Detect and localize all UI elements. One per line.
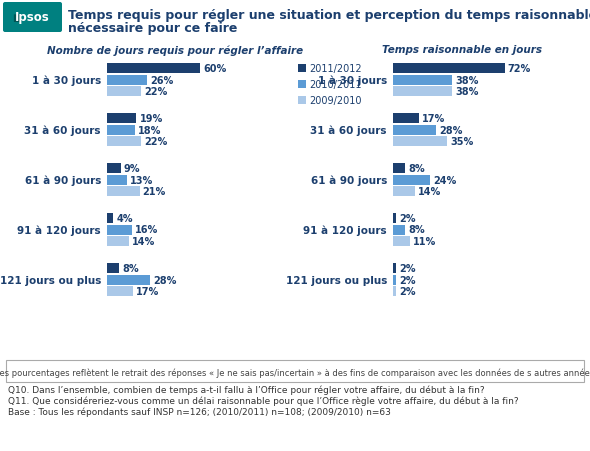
Text: 91 à 120 jours: 91 à 120 jours bbox=[303, 225, 387, 235]
Text: 2011/2012: 2011/2012 bbox=[309, 64, 362, 74]
Bar bbox=[393, 125, 437, 135]
Text: 2%: 2% bbox=[399, 263, 415, 273]
Bar bbox=[107, 75, 148, 85]
Bar bbox=[393, 286, 396, 296]
Text: 22%: 22% bbox=[144, 87, 168, 97]
Bar bbox=[107, 164, 121, 174]
Text: Temps raisonnable en jours: Temps raisonnable en jours bbox=[382, 45, 542, 55]
Bar bbox=[393, 213, 396, 224]
Text: 121 jours ou plus: 121 jours ou plus bbox=[286, 275, 387, 285]
Text: 22%: 22% bbox=[144, 137, 168, 147]
Text: 121 jours ou plus: 121 jours ou plus bbox=[0, 275, 101, 285]
Bar bbox=[298, 97, 306, 105]
Text: 11%: 11% bbox=[413, 236, 436, 246]
Bar bbox=[107, 263, 119, 273]
Text: 21%: 21% bbox=[143, 187, 166, 197]
Text: Q11. Que considéreriez-vous comme un délai raisonnable pour que l’Office règle v: Q11. Que considéreriez-vous comme un dél… bbox=[8, 396, 519, 405]
Bar bbox=[393, 263, 396, 273]
Text: ■: ■ bbox=[12, 13, 22, 23]
Bar bbox=[107, 225, 132, 235]
Bar bbox=[107, 87, 141, 97]
Text: 2%: 2% bbox=[399, 275, 415, 285]
Text: 8%: 8% bbox=[122, 263, 139, 273]
Text: 17%: 17% bbox=[136, 286, 160, 296]
Bar bbox=[393, 87, 452, 97]
Bar bbox=[393, 137, 447, 147]
Text: 61 à 90 jours: 61 à 90 jours bbox=[310, 175, 387, 185]
Bar bbox=[107, 286, 133, 296]
Text: 13%: 13% bbox=[130, 175, 153, 185]
Text: 61 à 90 jours: 61 à 90 jours bbox=[25, 175, 101, 185]
Text: 31 à 60 jours: 31 à 60 jours bbox=[310, 125, 387, 135]
Bar bbox=[107, 175, 127, 185]
Text: Temps requis pour régler une situation et perception du temps raisonnable: Temps requis pour régler une situation e… bbox=[68, 9, 590, 22]
Text: 8%: 8% bbox=[408, 164, 425, 174]
Text: 60%: 60% bbox=[203, 64, 226, 74]
Text: 14%: 14% bbox=[418, 187, 441, 197]
Bar bbox=[107, 236, 129, 246]
Bar bbox=[393, 175, 430, 185]
Text: 16%: 16% bbox=[135, 225, 158, 235]
Text: 35%: 35% bbox=[450, 137, 474, 147]
Text: nécessaire pour ce faire: nécessaire pour ce faire bbox=[68, 22, 237, 35]
FancyBboxPatch shape bbox=[3, 3, 62, 33]
Text: 18%: 18% bbox=[138, 125, 161, 135]
Text: Les pourcentages reflètent le retrait des réponses « Je ne sais pas/incertain » : Les pourcentages reflètent le retrait de… bbox=[0, 368, 590, 377]
Text: 2010/2011: 2010/2011 bbox=[309, 80, 362, 90]
Text: 38%: 38% bbox=[455, 87, 478, 97]
Text: 91 à 120 jours: 91 à 120 jours bbox=[17, 225, 101, 235]
Bar bbox=[393, 275, 396, 285]
Text: 28%: 28% bbox=[440, 125, 463, 135]
Text: 2%: 2% bbox=[399, 213, 415, 224]
FancyBboxPatch shape bbox=[6, 360, 584, 382]
Bar bbox=[107, 114, 136, 124]
Text: 72%: 72% bbox=[507, 64, 531, 74]
Bar bbox=[393, 236, 410, 246]
Bar bbox=[298, 65, 306, 73]
Text: 14%: 14% bbox=[132, 236, 155, 246]
Text: 17%: 17% bbox=[422, 114, 445, 124]
Bar bbox=[393, 187, 415, 197]
Text: 2%: 2% bbox=[399, 286, 415, 296]
Text: 38%: 38% bbox=[455, 75, 478, 85]
Bar bbox=[107, 187, 140, 197]
Bar bbox=[107, 125, 135, 135]
Bar bbox=[298, 81, 306, 89]
Text: Ipsos: Ipsos bbox=[15, 11, 50, 24]
Text: 2009/2010: 2009/2010 bbox=[309, 96, 362, 106]
Text: Nombre de jours requis pour régler l’affaire: Nombre de jours requis pour régler l’aff… bbox=[47, 45, 303, 55]
Text: 1 à 30 jours: 1 à 30 jours bbox=[32, 75, 101, 86]
Text: 8%: 8% bbox=[408, 225, 425, 235]
Bar bbox=[107, 213, 113, 224]
Text: Base : Tous les répondants sauf INSP n=126; (2010/2011) n=108; (2009/2010) n=63: Base : Tous les répondants sauf INSP n=1… bbox=[8, 407, 391, 417]
Bar bbox=[393, 75, 452, 85]
Text: 24%: 24% bbox=[433, 175, 457, 185]
Text: 9%: 9% bbox=[124, 164, 140, 174]
Bar bbox=[393, 225, 405, 235]
Bar bbox=[393, 114, 419, 124]
Bar bbox=[107, 64, 200, 74]
Bar bbox=[107, 275, 150, 285]
Bar bbox=[393, 64, 504, 74]
Bar bbox=[107, 137, 141, 147]
Text: 19%: 19% bbox=[139, 114, 163, 124]
Text: 1 à 30 jours: 1 à 30 jours bbox=[318, 75, 387, 86]
Text: 28%: 28% bbox=[153, 275, 177, 285]
Text: 4%: 4% bbox=[116, 213, 133, 224]
Text: 31 à 60 jours: 31 à 60 jours bbox=[25, 125, 101, 135]
Text: Q10. Dans l’ensemble, combien de temps a-t-il fallu à l’Office pour régler votre: Q10. Dans l’ensemble, combien de temps a… bbox=[8, 385, 484, 395]
Bar bbox=[393, 164, 405, 174]
Text: 26%: 26% bbox=[150, 75, 173, 85]
